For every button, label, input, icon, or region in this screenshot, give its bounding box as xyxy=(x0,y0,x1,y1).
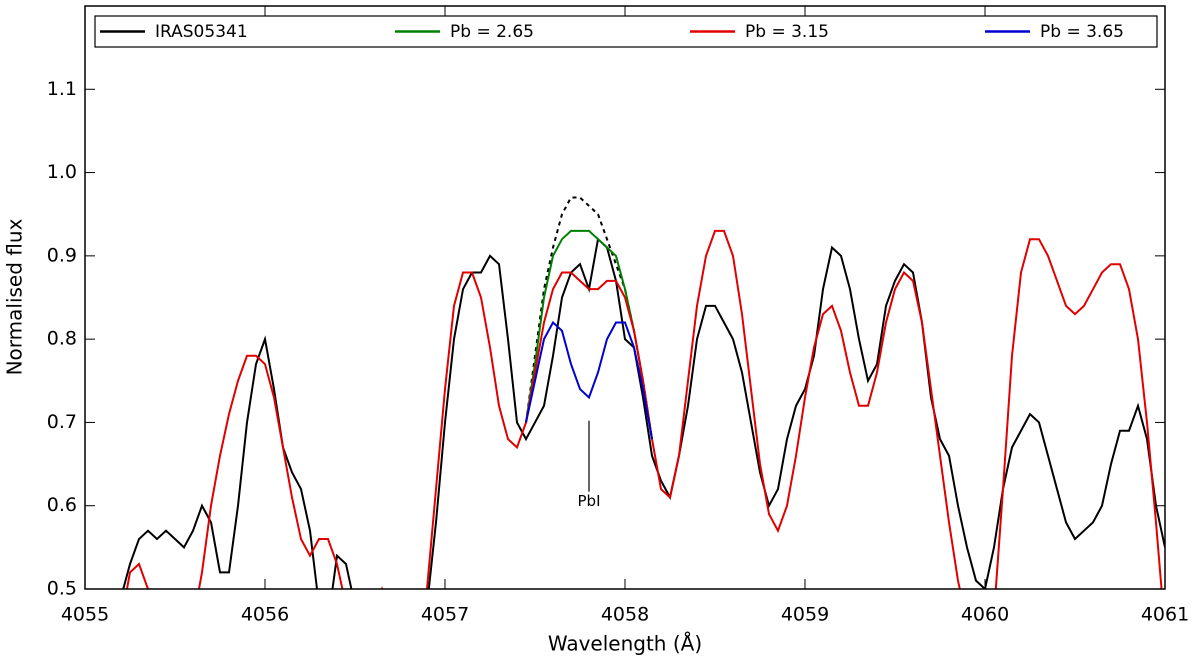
x-tick-label: 4056 xyxy=(241,604,289,626)
y-tick-label: 0.7 xyxy=(47,411,77,433)
x-tick-label: 4060 xyxy=(961,604,1009,626)
y-axis-label: Normalised flux xyxy=(3,218,27,375)
annotation: PbI xyxy=(578,492,601,510)
legend-label: Pb = 3.15 xyxy=(745,22,829,42)
x-axis-label: Wavelength (Å) xyxy=(548,632,702,656)
x-tick-label: 4055 xyxy=(61,604,109,626)
y-tick-label: 1.1 xyxy=(47,78,77,100)
spectrum-line xyxy=(525,196,653,440)
y-tick-label: 0.9 xyxy=(47,244,77,266)
plot-area xyxy=(122,196,1165,589)
legend-label: Pb = 3.65 xyxy=(1040,22,1124,42)
y-tick-label: 1.0 xyxy=(47,161,77,183)
spectrum-line xyxy=(525,320,653,440)
x-tick-label: 4058 xyxy=(601,604,649,626)
y-tick-label: 0.8 xyxy=(47,328,77,350)
spectrum-line xyxy=(525,229,653,440)
spectrum-line xyxy=(122,237,1165,589)
spectrum-line xyxy=(125,229,1163,589)
legend-label: Pb = 2.65 xyxy=(450,22,534,42)
x-tick-label: 4057 xyxy=(421,604,469,626)
legend-label: IRAS05341 xyxy=(155,22,248,42)
y-tick-label: 0.6 xyxy=(47,494,77,516)
y-tick-label: 0.5 xyxy=(47,578,77,600)
legend-box xyxy=(94,15,1158,48)
x-tick-label: 4061 xyxy=(1141,604,1189,626)
x-tick-label: 4059 xyxy=(781,604,829,626)
